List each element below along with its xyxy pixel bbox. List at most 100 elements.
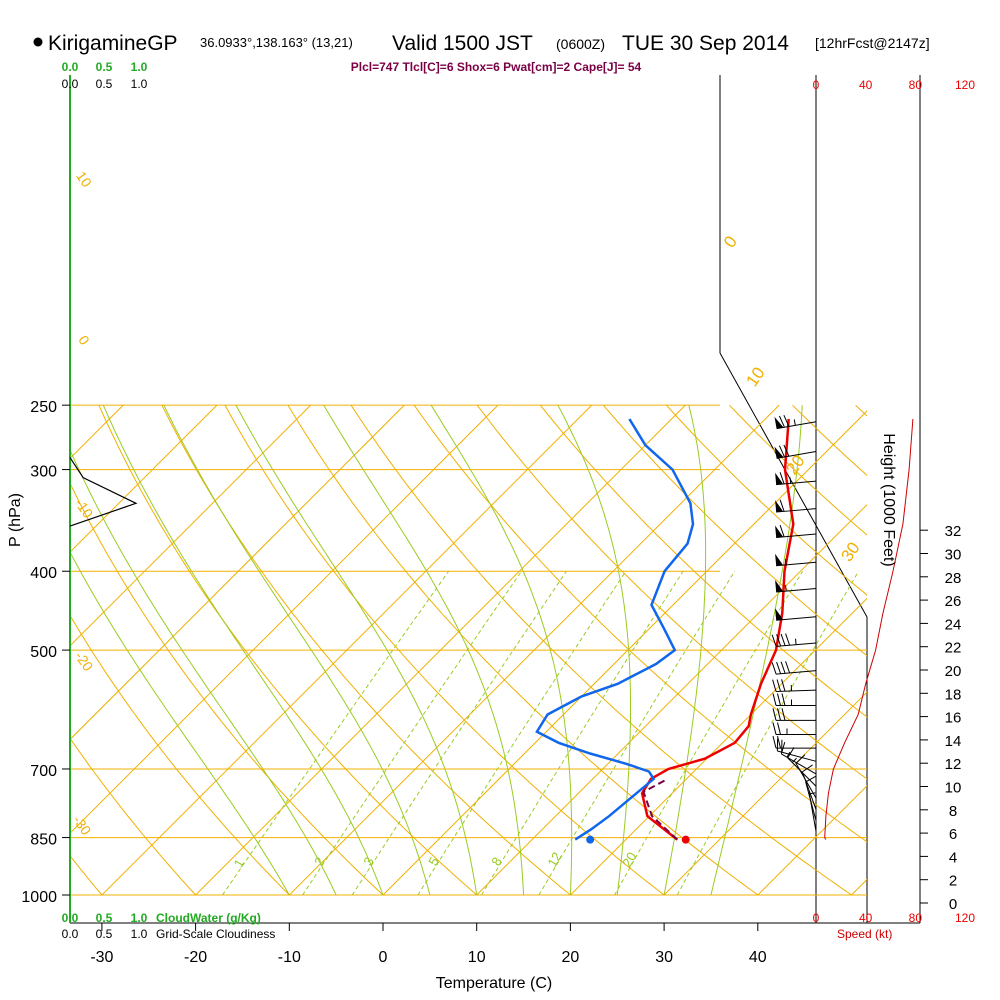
wind-barb — [775, 553, 817, 567]
moist-adiabat-line — [663, 405, 707, 895]
wind-speed-top-tick: 40 — [859, 78, 873, 92]
wind-barb-staff — [776, 670, 817, 675]
wind-barb-feather — [780, 741, 786, 755]
temperature-tick-labels: -30 -20 -10 0 10 20 30 40 — [90, 923, 767, 966]
temperature-tick-label: 40 — [749, 949, 767, 966]
wind-barb-staff — [776, 689, 817, 693]
moist-adiabat-line — [70, 551, 290, 895]
dry-adiabat-line — [161, 404, 571, 895]
height-tick-label: 0 — [949, 896, 957, 913]
cloud-water-bottom-tick: 1.0 — [131, 911, 148, 925]
wind-barb — [775, 608, 817, 621]
wind-barb-feather — [772, 679, 777, 692]
cloud-water-bottom-tick: 0.5 — [96, 911, 113, 925]
wind-barb-flag — [775, 500, 784, 513]
height-tick-label: 18 — [945, 686, 962, 703]
station-coords: 36.0933°,138.163° (13,21) — [200, 35, 353, 50]
wind-barb-feather — [776, 634, 782, 647]
wind-barb-feather — [777, 708, 781, 721]
wind-barb-flag — [775, 580, 784, 592]
wind-barb — [774, 415, 817, 430]
mixing-ratio-line — [481, 570, 684, 895]
dry-adiabat-line — [70, 737, 196, 895]
temperature-tick-label: 10 — [468, 949, 486, 966]
mixing-ratio-label: 2 — [311, 854, 328, 868]
wind-barb-half-feather — [793, 419, 796, 426]
mixing-ratio-line — [302, 570, 522, 895]
mixing-ratio-line — [676, 570, 860, 895]
moist-adiabat-line — [70, 448, 337, 895]
height-tick-label: 12 — [945, 756, 962, 773]
pressure-tick-label: 300 — [30, 464, 57, 481]
wind-barb-staff — [776, 616, 817, 621]
wind-barb-feather — [772, 736, 777, 749]
pressure-tick-label: 400 — [30, 565, 57, 582]
moist-adiabat-line — [557, 404, 631, 895]
height-tick-label: 2 — [949, 873, 957, 890]
height-tick-label: 6 — [949, 826, 957, 843]
valid-time: Valid 1500 JST — [392, 32, 533, 55]
cloudiness-bottom-tick: 0.5 — [96, 927, 113, 941]
wind-speed-profile — [824, 418, 914, 840]
cloudiness-top-tick: 1.0 — [131, 77, 148, 91]
dewpoint-line — [535, 418, 695, 841]
wind-barb-feather — [781, 708, 786, 721]
wind-speed-bottom-tick: 120 — [955, 911, 975, 925]
moist-adiabat-label: 30 — [837, 539, 863, 565]
station-name: KirigamineGP — [48, 32, 178, 55]
dry-adiabat-line — [413, 404, 867, 843]
moist-adiabat-line — [430, 404, 573, 895]
wind-barb-feather — [778, 415, 785, 428]
mixing-ratio-line — [538, 570, 736, 895]
wind-barb-flag — [774, 446, 784, 459]
dry-adiabat-line — [602, 404, 867, 657]
wind-barb-staff — [808, 791, 817, 832]
sounding-indices: Plcl=747 Tlcl[C]=6 Shox=6 Pwat[cm]=2 Cap… — [351, 60, 642, 74]
wind-barb-feather — [805, 775, 817, 783]
parcel-line — [642, 778, 678, 841]
height-tick-label: 30 — [945, 547, 962, 564]
wind-barb-feather — [783, 415, 790, 427]
cloudiness-line — [69, 457, 138, 527]
isobars — [70, 404, 867, 896]
wind-barb — [801, 764, 817, 810]
wind-barb — [775, 499, 817, 513]
mixing-ratio-label: 12 — [544, 849, 564, 869]
moist-adiabat-line — [323, 404, 524, 895]
dry-adiabat-line — [855, 404, 867, 417]
cloud-water-top-tick: 1.0 — [131, 60, 148, 74]
wind-speed-bottom-tick: 0 — [813, 911, 820, 925]
wind-barb-feather — [781, 693, 786, 706]
wind-barb-feather — [781, 679, 786, 692]
moist-adiabat-line — [710, 405, 803, 895]
height-tick-label: 22 — [945, 640, 962, 657]
temperature-tick-label: -30 — [90, 949, 113, 966]
wind-barb-feather — [780, 633, 786, 646]
moist-adiabat-line — [163, 404, 431, 895]
wind-barb-feather — [779, 499, 785, 512]
wind-barb — [771, 661, 817, 675]
wind-barb-feather — [777, 736, 781, 749]
wind-barb-flag — [775, 608, 784, 621]
temperature-tick-label: 30 — [655, 949, 673, 966]
mixing-ratio-label: 1 — [230, 856, 247, 870]
zulu-time: (0600Z) — [556, 36, 605, 52]
wind-barb-feather — [771, 634, 777, 647]
temperature-tick-label: 20 — [562, 949, 580, 966]
isotherm-line — [663, 691, 867, 895]
isotherm-line — [70, 404, 218, 553]
dry-adiabat-line — [224, 404, 665, 895]
wind-barb — [772, 708, 816, 721]
wind-speed-top-tick: 80 — [909, 78, 923, 92]
mixing-ratio-line — [417, 570, 627, 895]
wind-barb-feather — [772, 722, 777, 735]
wind-barb — [772, 679, 817, 693]
height-tick-label: 24 — [945, 616, 962, 633]
wind-speed-top-tick: 120 — [955, 78, 975, 92]
moist-adiabat-line — [102, 404, 384, 895]
wind-barb-feather — [772, 708, 777, 721]
wind-barb-feather — [779, 472, 785, 485]
valid-date: TUE 30 Sep 2014 — [622, 32, 789, 55]
